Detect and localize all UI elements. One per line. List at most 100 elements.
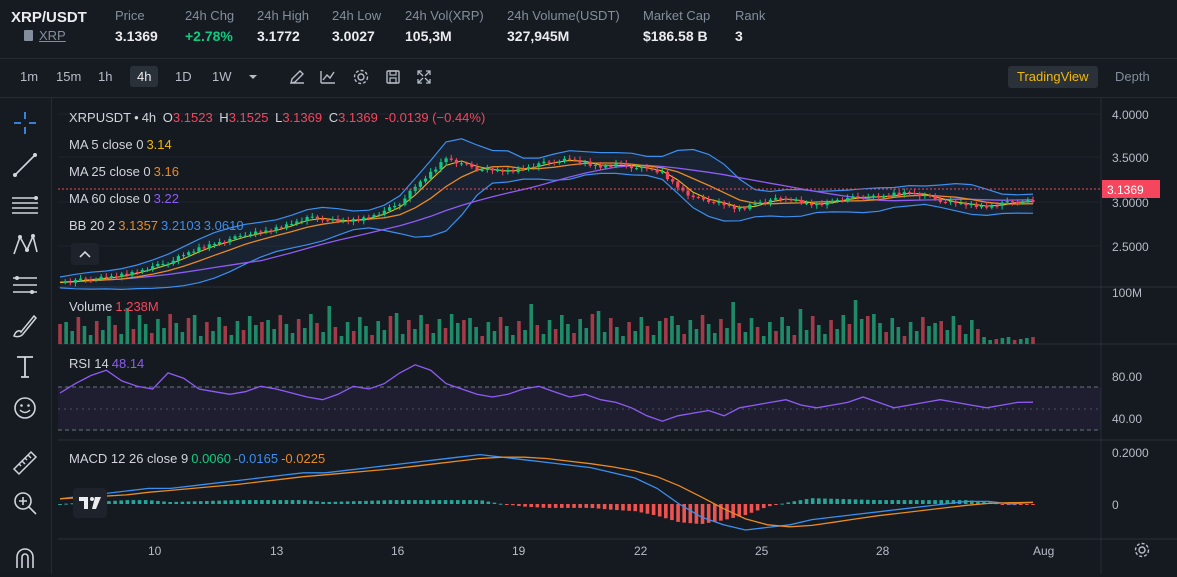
emoji-icon[interactable]: [10, 393, 40, 423]
volume-value: 1.238M: [115, 299, 159, 314]
interval-15m[interactable]: 15m: [56, 69, 82, 84]
candle-body: [140, 270, 144, 273]
macd-hist-bar: [370, 500, 374, 504]
brush-icon[interactable]: [10, 310, 40, 340]
interval-1d[interactable]: 1D: [175, 69, 192, 84]
volume-bar: [407, 320, 411, 344]
interval-1w[interactable]: 1W: [212, 69, 232, 84]
candle-body: [634, 168, 639, 170]
interval-4h[interactable]: 4h: [130, 66, 159, 87]
ruler-icon[interactable]: [10, 448, 40, 478]
volume-bar: [951, 316, 956, 344]
volume-bar: [131, 329, 136, 344]
macd-hist-bar: [798, 500, 803, 504]
macd-hist-bar: [229, 500, 234, 504]
macd-hist-bar: [1006, 504, 1011, 505]
macd-hist-bar: [302, 500, 307, 504]
candle-body: [341, 220, 345, 222]
save-icon[interactable]: [384, 68, 402, 86]
candle-body: [495, 170, 500, 172]
text-icon[interactable]: [10, 351, 40, 381]
candle-body: [650, 168, 654, 170]
gear-icon[interactable]: [352, 68, 370, 86]
candle-body: [449, 158, 453, 160]
indicator-icon[interactable]: [319, 68, 337, 86]
macd-hist-bar: [125, 500, 130, 504]
rsi-legend[interactable]: RSI 14 48.14: [69, 356, 147, 371]
candle-body: [295, 221, 299, 224]
macd-hist-bar: [376, 500, 381, 504]
macd-value: 0.0060: [191, 451, 231, 466]
volume-legend[interactable]: Volume 1.238M: [69, 299, 162, 314]
volume-bar: [988, 340, 992, 344]
chart-canvas[interactable]: [58, 98, 1177, 574]
volume-bar: [180, 332, 185, 344]
volume-bar: [327, 306, 332, 344]
candle-body: [351, 219, 356, 222]
macd-hist-bar: [192, 501, 197, 504]
interval-1h[interactable]: 1h: [98, 69, 113, 84]
candle-body: [892, 192, 896, 197]
magnet-icon[interactable]: [10, 542, 40, 572]
pen-icon[interactable]: [288, 68, 306, 86]
pattern-icon[interactable]: [10, 230, 40, 260]
document-icon: [24, 30, 33, 41]
macd-hist-bar: [670, 504, 674, 521]
volume-bar: [168, 314, 172, 344]
pair-title[interactable]: XRP/USDT: [11, 9, 87, 26]
tradingview-view-button[interactable]: TradingView: [1008, 66, 1098, 88]
candle-body: [336, 219, 340, 222]
candle-body: [326, 220, 330, 222]
macd-hist-bar: [829, 498, 833, 504]
candle-body: [846, 197, 850, 201]
coin-link-label[interactable]: XRP: [39, 28, 66, 43]
volume-bar: [235, 321, 240, 344]
macd-hist-bar: [566, 504, 570, 508]
candle-body: [959, 203, 963, 205]
volume-bar: [755, 327, 760, 344]
candle-body: [856, 196, 860, 198]
macd-hist-bar: [1025, 504, 1029, 505]
macd-hist-bar: [278, 500, 283, 504]
interval-label: 4h: [141, 110, 157, 125]
trend-line-icon[interactable]: [10, 150, 40, 180]
candle-body: [526, 167, 531, 170]
volume-bar: [774, 331, 778, 344]
macd-hist-bar: [284, 500, 289, 504]
volume-bar: [541, 334, 546, 344]
macd-hist-bar: [755, 504, 760, 511]
candle-body: [516, 168, 520, 172]
macd-hist-bar: [492, 502, 497, 504]
bb-legend[interactable]: BB 20 2 3.1357 3.2103 3.0610: [69, 218, 247, 233]
fullscreen-icon[interactable]: [415, 68, 433, 86]
volume-bar: [88, 335, 93, 344]
depth-view-button[interactable]: Depth: [1115, 69, 1150, 84]
volume-bar: [247, 316, 252, 344]
chevron-down-icon[interactable]: [244, 68, 262, 86]
volume-bar: [486, 322, 491, 344]
ma60-legend[interactable]: MA 60 close 0 3.22: [69, 191, 182, 206]
coin-link[interactable]: XRP: [24, 28, 66, 43]
ma25-legend[interactable]: MA 25 close 0 3.16: [69, 164, 182, 179]
macd-hist-bar: [749, 504, 754, 513]
collapse-legend-button[interactable]: [71, 243, 99, 265]
ma5-legend[interactable]: MA 5 close 0 3.14: [69, 137, 175, 152]
stat-value: +2.78%: [185, 28, 233, 44]
macd-legend[interactable]: MACD 12 26 close 9 0.0060 -0.0165 -0.0225: [69, 451, 328, 466]
macd-hist-bar: [725, 504, 729, 520]
fib-icon[interactable]: [10, 270, 40, 300]
chart-area[interactable]: XRPUSDT • 4h O3.1523 H3.1525 L3.1369 C3.13…: [58, 98, 1177, 574]
candle-body: [938, 198, 942, 202]
horizontal-lines-icon[interactable]: [10, 190, 40, 220]
zoom-icon[interactable]: [10, 488, 40, 518]
price-axis-label: 4.0000: [1112, 108, 1149, 122]
candle-body: [990, 205, 994, 208]
chart-settings-gear-icon[interactable]: [1133, 541, 1151, 559]
macd-hist-bar: [468, 500, 472, 504]
interval-1m[interactable]: 1m: [20, 69, 39, 84]
candle-body: [197, 247, 201, 252]
candle-body: [825, 201, 829, 205]
crosshair-icon[interactable]: [10, 108, 40, 138]
macd-hist-bar: [327, 501, 332, 504]
candle-body: [660, 171, 664, 173]
